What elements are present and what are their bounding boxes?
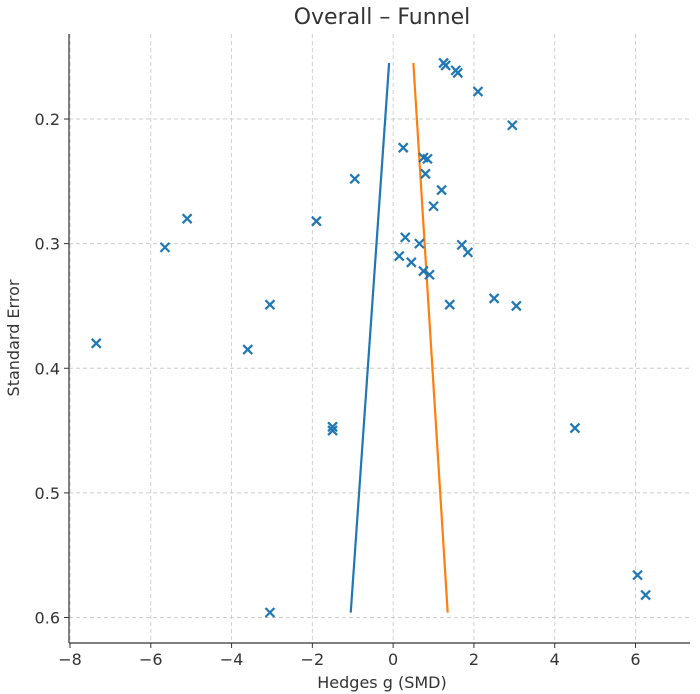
- x-tick-label: −8: [58, 650, 82, 669]
- data-point: [311, 215, 322, 227]
- chart-title: Overall – Funnel: [294, 5, 471, 30]
- y-tick-label: 0.3: [35, 235, 60, 254]
- data-point: [264, 299, 276, 310]
- x-tick-label: −4: [220, 650, 244, 669]
- data-point: [511, 300, 522, 312]
- axes: −8 −6 −4 −2 0 2 4 6 0.2 0.3 0.4 0.5 0.6: [35, 34, 690, 669]
- y-tick-label: 0.4: [35, 359, 60, 378]
- y-tick-label: 0.2: [35, 110, 60, 129]
- y-tick-label: 0.6: [35, 609, 60, 628]
- data-point: [472, 86, 484, 97]
- data-point: [632, 569, 643, 581]
- data-point: [640, 589, 651, 601]
- data-point: [422, 153, 433, 165]
- data-point: [327, 421, 338, 433]
- data-point: [159, 242, 171, 253]
- funnel-line-left: [349, 62, 391, 613]
- x-tick-label: 0: [388, 650, 398, 669]
- reference-lines: [349, 62, 449, 613]
- data-point: [462, 247, 474, 258]
- y-axis-label: Standard Error: [4, 279, 23, 396]
- data-point: [420, 168, 431, 180]
- data-point: [327, 425, 338, 436]
- data-points: [90, 57, 651, 618]
- data-point: [393, 250, 405, 262]
- data-point: [90, 338, 102, 349]
- data-point: [264, 607, 276, 618]
- y-tick-label: 0.5: [35, 484, 60, 503]
- data-point: [399, 232, 411, 243]
- data-point: [436, 184, 447, 196]
- data-point: [397, 142, 409, 153]
- data-point: [428, 200, 439, 212]
- data-point: [414, 238, 425, 249]
- data-point: [452, 67, 464, 79]
- x-tick-label: 2: [469, 650, 479, 669]
- x-tick-label: 4: [550, 650, 560, 669]
- x-axis-label: Hedges g (SMD): [317, 673, 446, 692]
- data-point: [242, 344, 254, 355]
- x-tick-label: 6: [630, 650, 640, 669]
- data-point: [418, 265, 429, 277]
- data-point: [444, 299, 455, 310]
- grid: [69, 34, 690, 643]
- data-point: [406, 257, 417, 268]
- funnel-line-right: [412, 62, 449, 613]
- data-point: [569, 422, 581, 434]
- data-point: [181, 213, 193, 224]
- data-point: [507, 119, 518, 131]
- x-tick-label: −6: [139, 650, 163, 669]
- data-point: [349, 173, 361, 185]
- data-point: [440, 60, 451, 71]
- data-point: [424, 269, 435, 281]
- data-point: [488, 293, 500, 304]
- x-tick-label: −2: [301, 650, 325, 669]
